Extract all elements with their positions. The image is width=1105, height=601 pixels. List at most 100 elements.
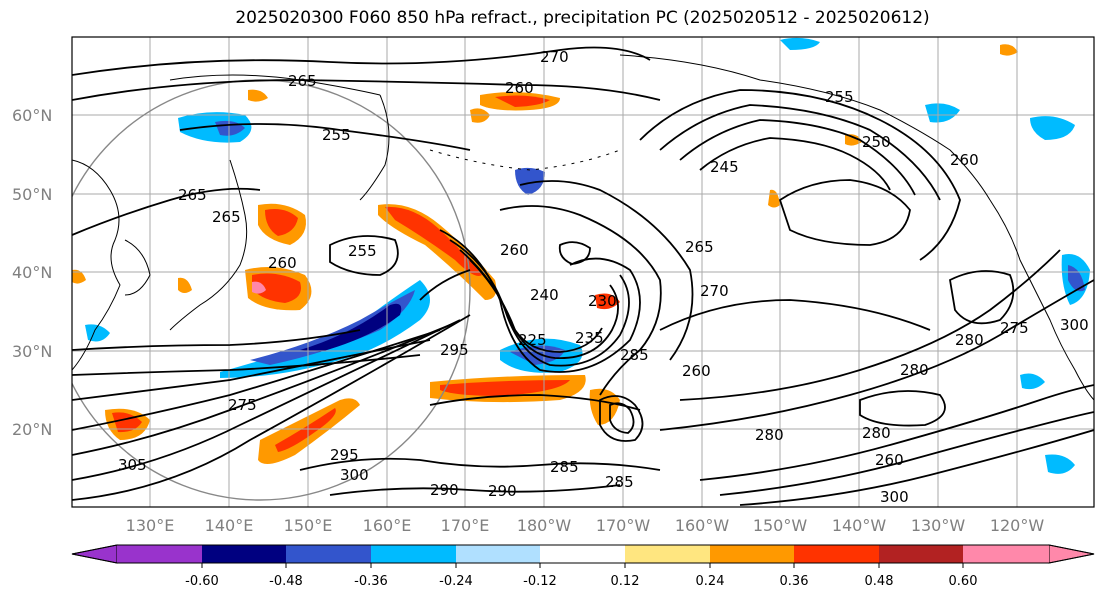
colorbar-swatch [963,545,1049,563]
contour-line [499,205,662,396]
colorbar-ticks [201,563,964,568]
contour-label: 280 [900,361,929,379]
colorbar-swatch [710,545,794,563]
precip-negative-area [925,103,960,123]
colorbar-swatch [879,545,963,563]
contour-label: 300 [1060,316,1089,334]
precip-negative-area [250,290,415,365]
colorbar-swatch [371,545,456,563]
lat-label-30n: 30°N [12,342,52,361]
precip-positive-area [265,209,298,236]
contour-line [659,279,1094,431]
lat-label-60n: 60°N [12,106,52,125]
precip-negative-area [1030,116,1075,140]
contour-line [659,104,941,201]
precip-positive-area [845,134,862,146]
contour-label: 265 [212,208,241,226]
contour-label: 245 [710,158,739,176]
precip-negative-area [300,303,402,352]
contour-label: 295 [330,446,359,464]
colorbar-tick-label: 0.24 [696,574,725,589]
colorbar-swatch [540,545,625,563]
contour-line [429,394,641,411]
contour-line [639,89,961,261]
contour-line [72,329,441,431]
precip-positive-area [275,408,336,452]
precip-positive-area [248,89,268,102]
contour-label: 280 [955,331,984,349]
contour-label: 285 [620,346,649,364]
colorbar-tick-label: 0.36 [780,574,809,589]
precip-positive-area [1000,44,1018,56]
precip-positive-area [252,273,301,303]
lat-label-50n: 50°N [12,185,52,204]
north-america-west-coast [989,199,1094,401]
contour-label: 260 [268,254,297,272]
contour-label: 260 [875,451,904,469]
refractivity-contours [72,46,1094,506]
colorbar-swatch [286,545,371,563]
lon-label: 130°E [126,516,175,535]
contour-label: 260 [950,151,979,169]
alaska-coastline [619,54,991,201]
colorbar-right-extension [1048,544,1095,564]
precip-negative-area [220,280,430,378]
lon-label: 120°W [990,516,1045,535]
contour-label: 290 [430,481,459,499]
precip-negative-area [515,167,545,195]
colorbar-swatch [117,545,202,563]
contour-label: 265 [685,238,714,256]
contour-label: 300 [880,488,909,506]
precip-positive-area [589,388,620,425]
lat-label-40n: 40°N [12,263,52,282]
colorbar-outline [71,544,1095,564]
contour-line [469,259,603,353]
lon-label: 130°W [911,516,966,535]
precip-negative-area [1020,373,1045,390]
contour-label: 275 [228,396,257,414]
precip-positive-area [470,108,490,123]
colorbar-tick-label: 0.60 [949,574,978,589]
contour-label: 265 [178,186,207,204]
colorbar-left-extension [71,544,118,564]
lon-label: 150°W [753,516,808,535]
contour-label: 260 [505,79,534,97]
contour-line [299,457,661,471]
contour-line [72,79,661,101]
asia-coastline [72,159,121,371]
precip-positive-area [440,380,570,396]
precip-negative-area [510,345,565,365]
precip-negative-area [1045,454,1075,474]
longitude-labels: 130°E 140°E 150°E 160°E 170°E 180°W 170°… [126,516,1045,535]
contour-label: 260 [682,362,711,380]
contour-line [659,299,931,331]
contour-line [72,187,261,236]
contour-line [329,484,621,496]
lon-label: 170°E [441,516,490,535]
precip-positive-area [72,269,86,284]
lon-label: 160°W [675,516,730,535]
contour-label: 305 [118,456,147,474]
contour-line [72,319,461,481]
colorbar-tick-label: -0.24 [439,574,473,589]
precip-negative-area [178,112,252,143]
colorbar-tick-label: -0.12 [523,574,557,589]
contour-label: 285 [605,473,634,491]
contour-label: 240 [530,286,559,304]
contour-line [679,119,916,196]
japan-coastline [169,159,248,331]
aleutian-islands [429,149,621,171]
kamchatka-coastline [359,94,390,201]
colorbar-tick-label: -0.60 [185,574,219,589]
contour-label: 235 [575,329,604,347]
contour-label: 290 [488,482,517,500]
contour-label: 230 [588,292,617,310]
contour-label: 280 [862,424,891,442]
contour-label: 265 [288,72,317,90]
colorbar: -0.60 -0.48 -0.36 -0.24 -0.12 0.12 0.24 … [71,544,1095,589]
contour-line [699,384,1094,481]
precip-negative-area [780,37,820,50]
contour-line [72,46,651,76]
colorbar-tick-label: 0.48 [865,574,894,589]
precip-positive-area [252,281,266,294]
